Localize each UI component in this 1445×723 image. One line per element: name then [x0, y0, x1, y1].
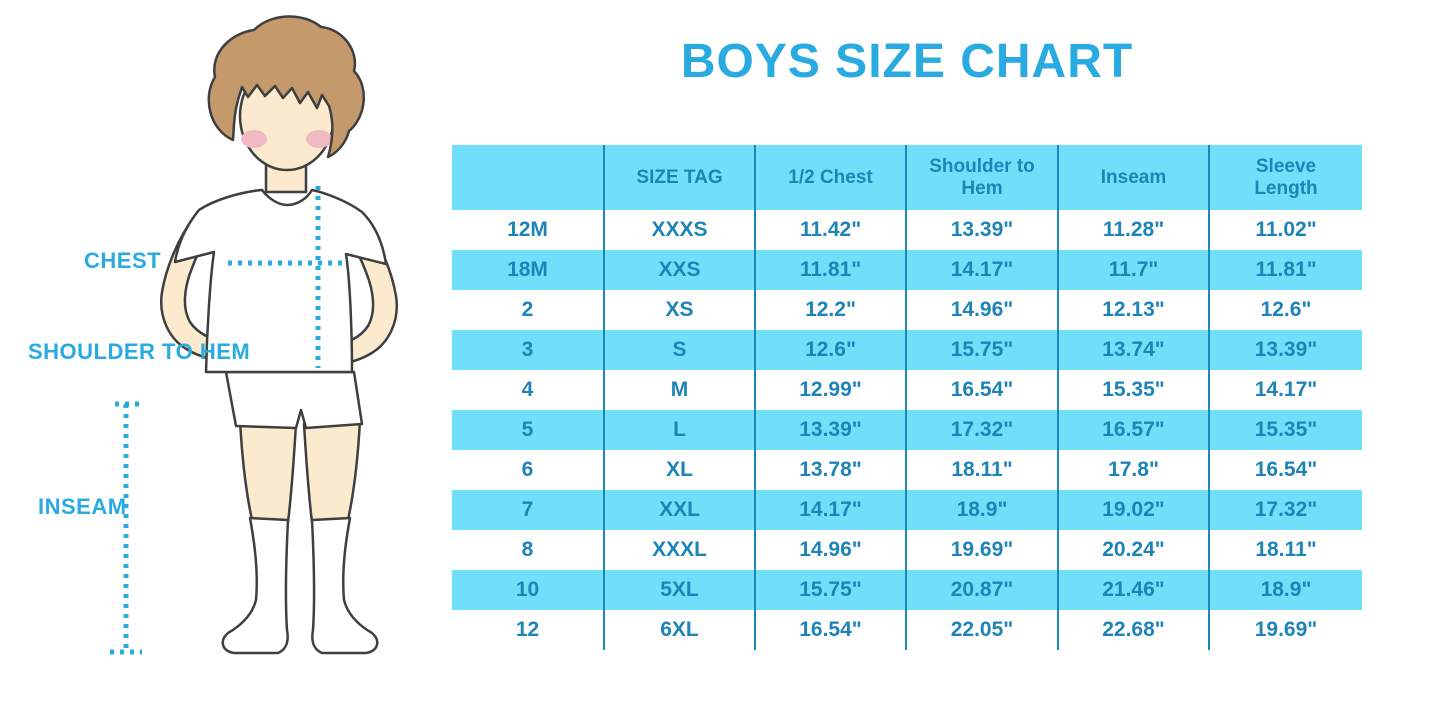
- measurement-figure: CHEST SHOULDER TO HEM INSEAM: [0, 0, 450, 723]
- table-cell: XS: [603, 290, 754, 330]
- size-row-label-cell: 3: [452, 330, 603, 370]
- table-cell: 15.75": [905, 330, 1057, 370]
- table-cell: 11.42": [754, 210, 905, 250]
- table-cell: 18.9": [905, 490, 1057, 530]
- table-cell: 12.2": [754, 290, 905, 330]
- size-row-label-cell: 7: [452, 490, 603, 530]
- boy-tshirt: [173, 188, 388, 374]
- size-row-label-cell: 8: [452, 530, 603, 570]
- size-row-label-cell: 4: [452, 370, 603, 410]
- boy-shorts: [224, 370, 364, 430]
- header-cell: Shoulder to Hem: [905, 145, 1057, 210]
- table-cell: 19.69": [1208, 610, 1362, 650]
- table-cell: 12.6": [1208, 290, 1362, 330]
- table-cell: 13.39": [1208, 330, 1362, 370]
- table-cell: 16.54": [905, 370, 1057, 410]
- table-cell: 21.46": [1057, 570, 1208, 610]
- size-table: SIZE TAG 1/2 Chest Shoulder to Hem Inseam Sl…: [452, 145, 1362, 650]
- table-cell: S: [603, 330, 754, 370]
- table-cell: 11.7": [1057, 250, 1208, 290]
- table-cell: 13.78": [754, 450, 905, 490]
- table-cell: 15.75": [754, 570, 905, 610]
- table-cell: 17.8": [1057, 450, 1208, 490]
- boy-figure-illustration: [110, 15, 399, 655]
- table-cell: L: [603, 410, 754, 450]
- table-cell: XXXL: [603, 530, 754, 570]
- size-row-label-cell: 5: [452, 410, 603, 450]
- table-cell: 20.87": [905, 570, 1057, 610]
- table-cell: 14.17": [754, 490, 905, 530]
- boy-right-cheek-blush: [306, 130, 332, 148]
- table-cell: 11.81": [754, 250, 905, 290]
- size-row-label-cell: 12: [452, 610, 603, 650]
- table-cell: 15.35": [1057, 370, 1208, 410]
- boy-left-leg: [238, 418, 298, 524]
- size-row-label-cell: 6: [452, 450, 603, 490]
- table-cell: 18.9": [1208, 570, 1362, 610]
- table-cell: 18.11": [1208, 530, 1362, 570]
- table-cell: 12.13": [1057, 290, 1208, 330]
- table-cell: XL: [603, 450, 754, 490]
- table-cell: 13.39": [905, 210, 1057, 250]
- table-cell: 11.81": [1208, 250, 1362, 290]
- table-cell: 11.28": [1057, 210, 1208, 250]
- table-cell: 20.24": [1057, 530, 1208, 570]
- table-cell: 5XL: [603, 570, 754, 610]
- table-cell: 19.69": [905, 530, 1057, 570]
- table-cell: 19.02": [1057, 490, 1208, 530]
- table-cell: 16.57": [1057, 410, 1208, 450]
- boy-left-sock: [221, 516, 290, 655]
- table-cell: 6XL: [603, 610, 754, 650]
- table-cell: 11.02": [1208, 210, 1362, 250]
- boy-right-leg: [302, 418, 362, 524]
- header-cell: Sleeve Length: [1208, 145, 1362, 210]
- table-cell: 17.32": [905, 410, 1057, 450]
- table-cell: XXS: [603, 250, 754, 290]
- table-cell: 14.17": [905, 250, 1057, 290]
- shoulder-to-hem-label: SHOULDER TO HEM: [28, 339, 251, 364]
- table-cell: 16.54": [754, 610, 905, 650]
- size-row-label-cell: 12M: [452, 210, 603, 250]
- table-cell: 14.96": [905, 290, 1057, 330]
- table-cell: 22.05": [905, 610, 1057, 650]
- table-cell: 12.99": [754, 370, 905, 410]
- header-cell: SIZE TAG: [603, 145, 754, 210]
- table-cell: XXL: [603, 490, 754, 530]
- table-cell: 13.39": [754, 410, 905, 450]
- table-cell: 22.68": [1057, 610, 1208, 650]
- boy-right-sock: [310, 516, 379, 655]
- size-row-label-cell: 10: [452, 570, 603, 610]
- table-cell: 18.11": [905, 450, 1057, 490]
- header-cell-empty: [452, 145, 603, 210]
- table-cell: 14.96": [754, 530, 905, 570]
- size-row-label-cell: 18M: [452, 250, 603, 290]
- table-cell: 12.6": [754, 330, 905, 370]
- table-cell: 15.35": [1208, 410, 1362, 450]
- header-cell: Inseam: [1057, 145, 1208, 210]
- header-cell: 1/2 Chest: [754, 145, 905, 210]
- table-cell: XXXS: [603, 210, 754, 250]
- boy-left-cheek-blush: [241, 130, 267, 148]
- inseam-label: INSEAM: [38, 494, 127, 519]
- table-cell: M: [603, 370, 754, 410]
- page-title: BOYS SIZE CHART: [680, 35, 1134, 88]
- table-cell: 14.17": [1208, 370, 1362, 410]
- table-cell: 16.54": [1208, 450, 1362, 490]
- boy-hair: [207, 15, 366, 159]
- table-cell: 13.74": [1057, 330, 1208, 370]
- size-row-label-cell: 2: [452, 290, 603, 330]
- table-cell: 17.32": [1208, 490, 1362, 530]
- chest-label: CHEST: [84, 248, 162, 273]
